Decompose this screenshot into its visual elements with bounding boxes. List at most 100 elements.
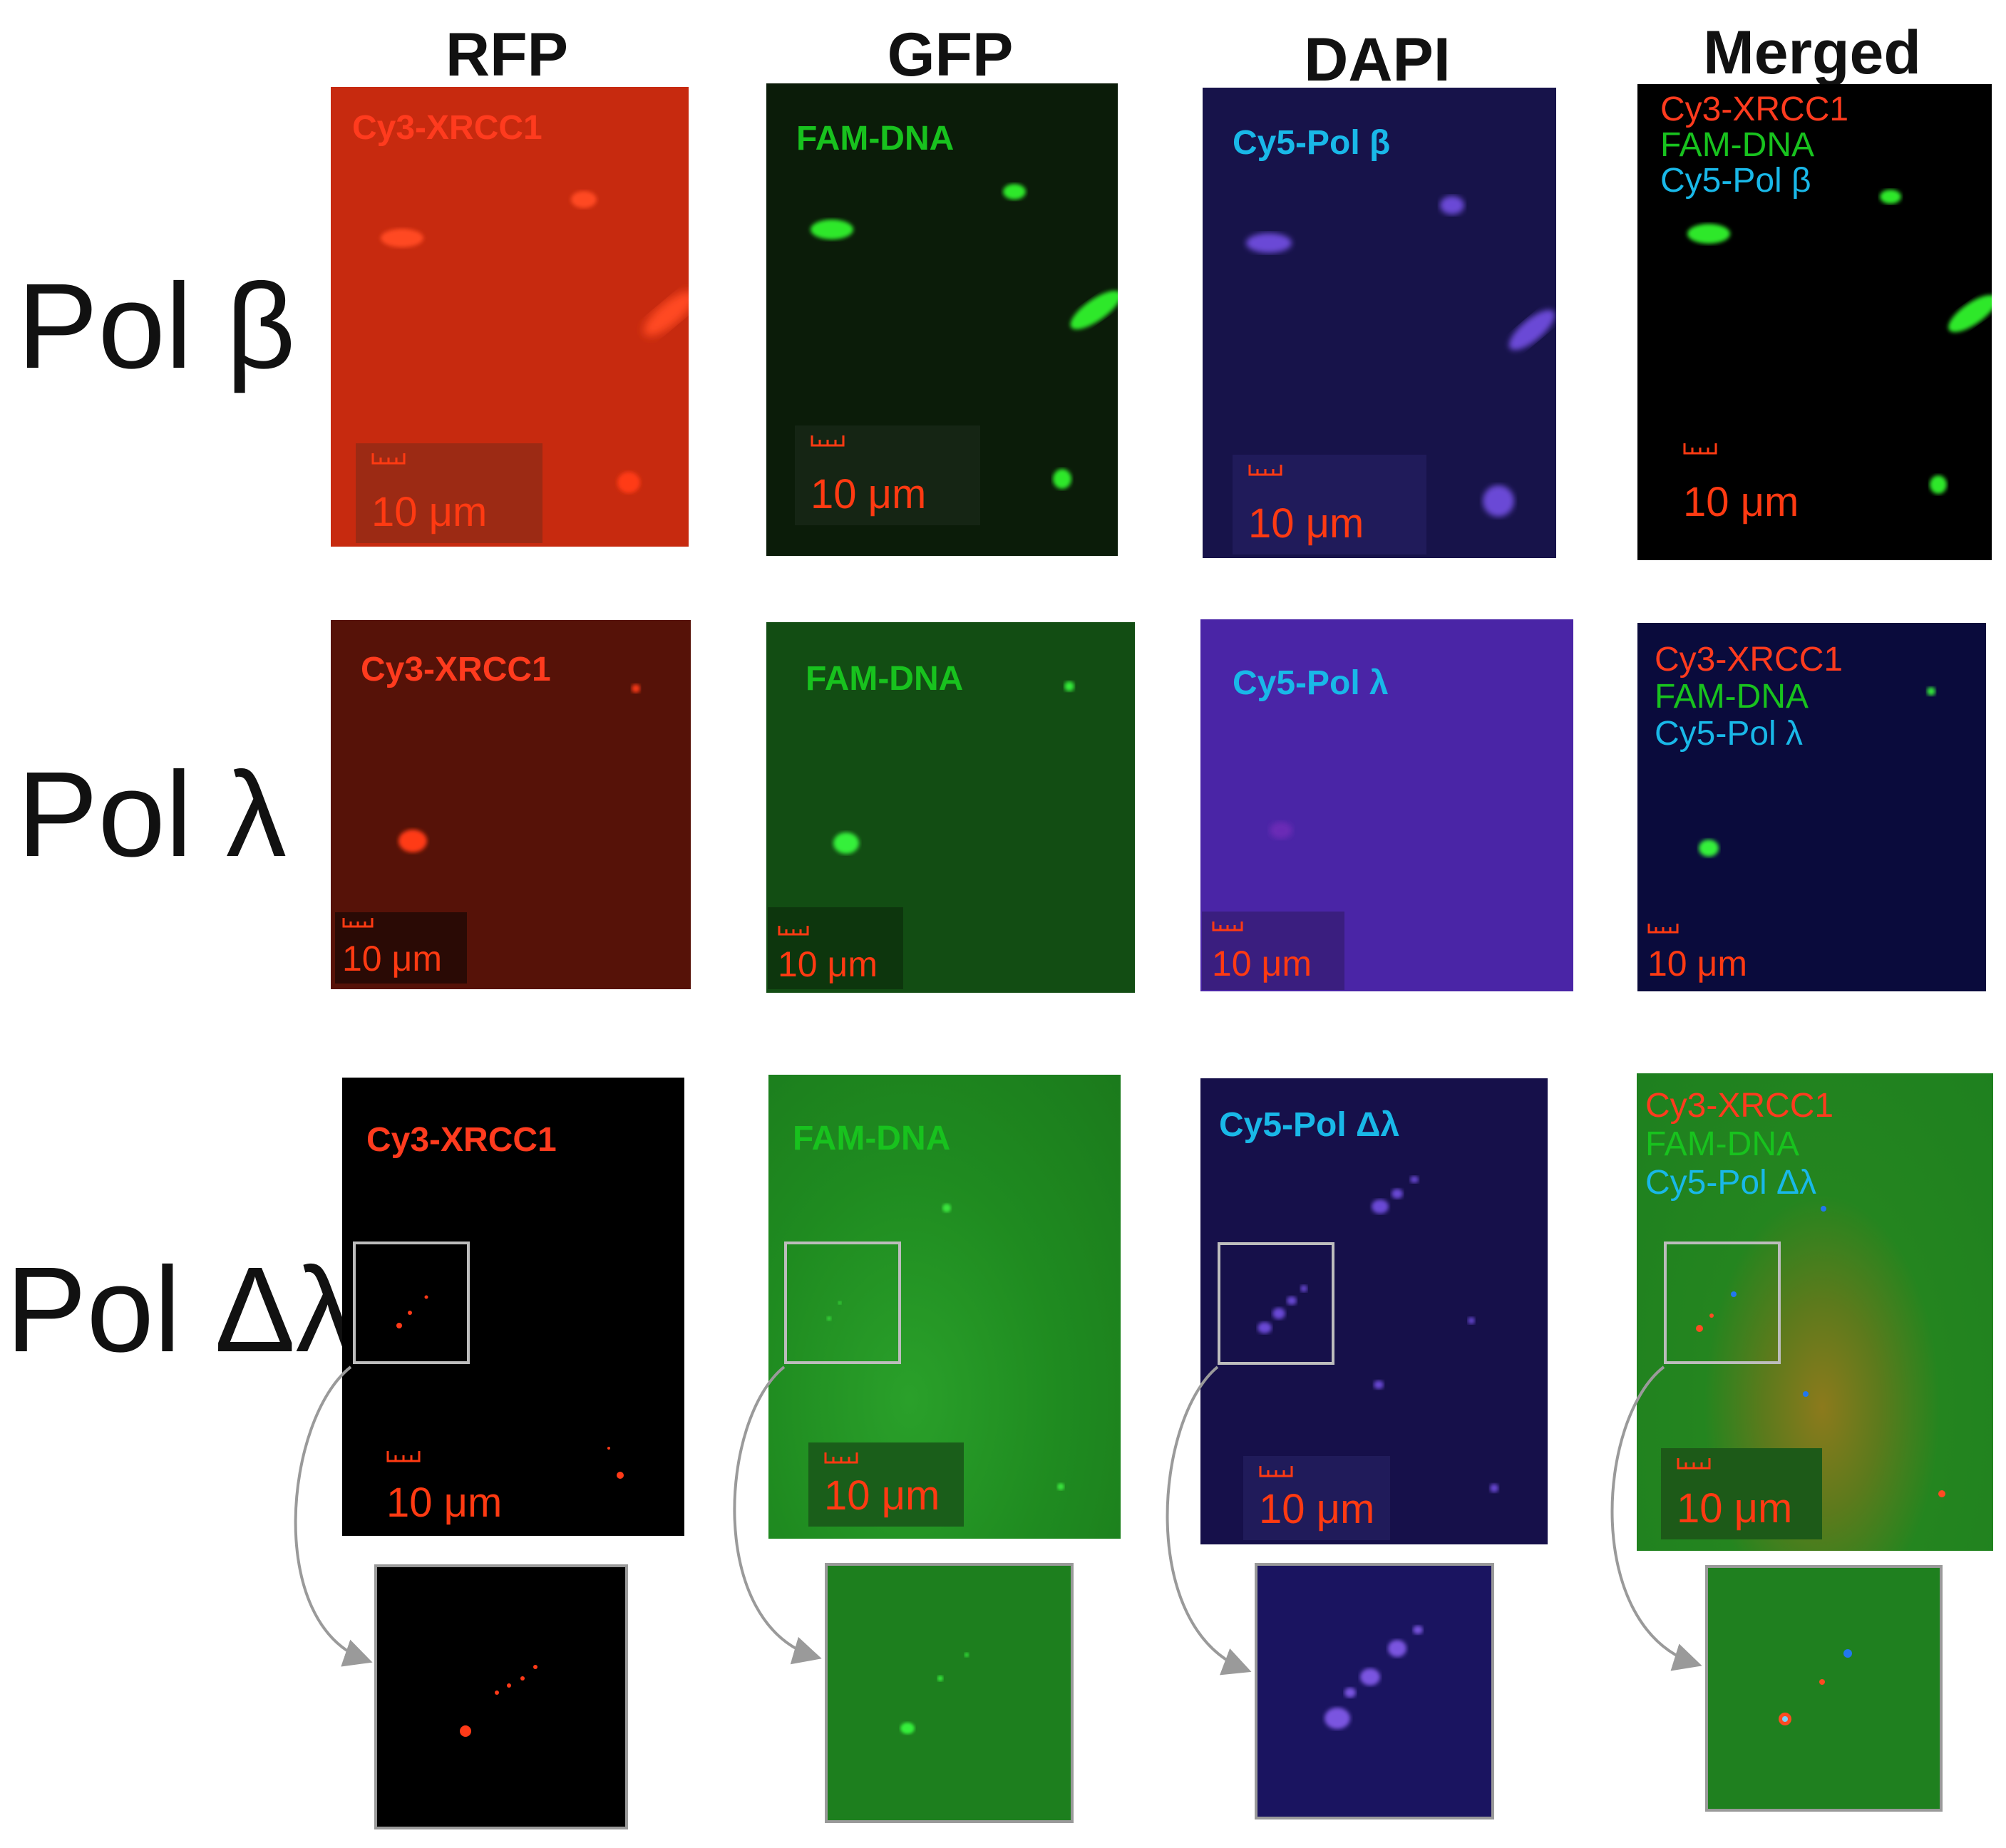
merged-label-cyan: Cy5-Pol Δλ (1645, 1164, 1817, 1202)
column-header-dapi: DAPI (1304, 26, 1451, 94)
spot (1948, 294, 1992, 333)
scale-bar-label: 10 μm (1677, 1485, 1793, 1532)
channel-label: Cy5-Pol Δλ (1219, 1106, 1400, 1144)
spot (1246, 233, 1292, 253)
merged-label-red: Cy3-XRCC1 (1660, 91, 1849, 128)
spot (1388, 1640, 1406, 1657)
scale-bar-label: 10 μm (811, 471, 927, 517)
spot (1843, 1649, 1852, 1658)
spot (1687, 224, 1730, 244)
spot (398, 830, 427, 852)
spot (632, 684, 640, 693)
row-label-pol-beta: Pol β (17, 259, 296, 394)
scale-bar: 10 μm (1637, 915, 1780, 990)
micrograph-rfp-pol-delta-lambda: Cy3-XRCC1 10 μm (342, 1078, 684, 1536)
micrograph-merged-pol-lambda: Cy3-XRCC1 FAM-DNA Cy5-Pol λ 10 μm (1637, 623, 1986, 991)
spot (1819, 1679, 1825, 1685)
spot (1325, 1708, 1350, 1729)
channel-label: Cy5-Pol β (1233, 124, 1391, 162)
spot (1483, 485, 1514, 517)
zoom-region-box (1218, 1242, 1334, 1365)
micrograph-merged-pol-delta-lambda: Cy3-XRCC1 FAM-DNA Cy5-Pol Δλ 10 μm (1637, 1073, 1993, 1551)
spot (1272, 1308, 1285, 1319)
spot (1709, 1313, 1714, 1318)
spot (1057, 1483, 1064, 1490)
arrow-dapi (1166, 1366, 1252, 1676)
spot (520, 1676, 525, 1681)
spot (1930, 475, 1947, 494)
spot (1270, 822, 1292, 839)
micrograph-rfp-pol-lambda: Cy3-XRCC1 10 μm (331, 620, 691, 989)
spot (617, 472, 640, 493)
spot (1300, 1285, 1307, 1292)
spot (1392, 1189, 1403, 1199)
scale-bar: 10 μm (1233, 455, 1426, 554)
micrograph-rfp-pol-beta: Cy3-XRCC1 10 μm (331, 87, 689, 547)
channel-label: FAM-DNA (806, 660, 964, 698)
spot (607, 1447, 610, 1450)
spot (1003, 184, 1026, 200)
spot (460, 1725, 471, 1737)
spot (396, 1323, 402, 1328)
scale-bar-label: 10 μm (386, 1480, 503, 1526)
spot (381, 229, 423, 247)
spot (1782, 1716, 1788, 1722)
spot (1070, 290, 1118, 330)
scale-bar-label: 10 μm (1647, 944, 1747, 984)
scale-bar-label: 10 μm (1683, 479, 1799, 525)
spot (1372, 1199, 1389, 1214)
spot (1440, 196, 1464, 215)
zoom-region-box (353, 1242, 470, 1364)
scale-bar: 10 μm (371, 1441, 542, 1534)
spot (1344, 1688, 1356, 1698)
scale-bar: 10 μm (335, 912, 467, 984)
spot (1508, 309, 1555, 351)
zoom-region-box (784, 1242, 901, 1364)
micrograph-dapi-pol-delta-lambda: Cy5-Pol Δλ 10 μm (1200, 1078, 1548, 1544)
spot (1413, 1626, 1423, 1634)
scale-bar: 10 μm (1661, 1448, 1822, 1539)
scale-bar-label: 10 μm (342, 939, 442, 979)
spot (833, 832, 859, 854)
zoom-inset-gfp (825, 1563, 1074, 1823)
column-header-merged: Merged (1703, 19, 1921, 87)
spot (900, 1723, 915, 1734)
spot (1699, 840, 1719, 857)
spot (571, 191, 597, 208)
spot (1360, 1668, 1380, 1686)
spot (1053, 469, 1071, 489)
channel-label: Cy3-XRCC1 (352, 109, 542, 147)
spot (1927, 687, 1935, 696)
spot (1287, 1296, 1297, 1305)
spot (811, 220, 853, 239)
spot (1880, 190, 1901, 204)
spot (1257, 1322, 1272, 1333)
spot (838, 1301, 842, 1305)
spot (965, 1653, 969, 1657)
channel-label: Cy3-XRCC1 (361, 651, 551, 688)
arrow-merged (1610, 1366, 1702, 1671)
arrow-gfp (733, 1366, 822, 1665)
micrograph-dapi-pol-lambda: Cy5-Pol λ 10 μm (1200, 619, 1573, 991)
micrograph-gfp-pol-delta-lambda: FAM-DNA 10 μm (768, 1075, 1121, 1539)
scale-bar: 10 μm (808, 1442, 964, 1527)
micrograph-dapi-pol-beta: Cy5-Pol β 10 μm (1203, 88, 1556, 558)
scale-bar-label: 10 μm (778, 944, 878, 984)
merged-label-red: Cy3-XRCC1 (1655, 641, 1843, 678)
spot (1064, 681, 1074, 691)
spot (408, 1311, 412, 1315)
merged-label-cyan: Cy5-Pol λ (1655, 715, 1804, 753)
spot (495, 1690, 499, 1695)
merged-label-green: FAM-DNA (1645, 1125, 1799, 1163)
scale-bar-label: 10 μm (824, 1472, 940, 1519)
merged-label-red: Cy3-XRCC1 (1645, 1087, 1834, 1125)
spot (827, 1316, 831, 1321)
scale-bar: 10 μm (1202, 912, 1344, 990)
arrow-rfp (294, 1366, 373, 1667)
micrograph-merged-pol-beta: Cy3-XRCC1 FAM-DNA Cy5-Pol β 10 μm (1637, 84, 1992, 560)
spot (533, 1665, 537, 1669)
zoom-inset-merged (1705, 1565, 1943, 1812)
spot (617, 1472, 624, 1479)
scale-bar: 10 μm (768, 907, 903, 989)
